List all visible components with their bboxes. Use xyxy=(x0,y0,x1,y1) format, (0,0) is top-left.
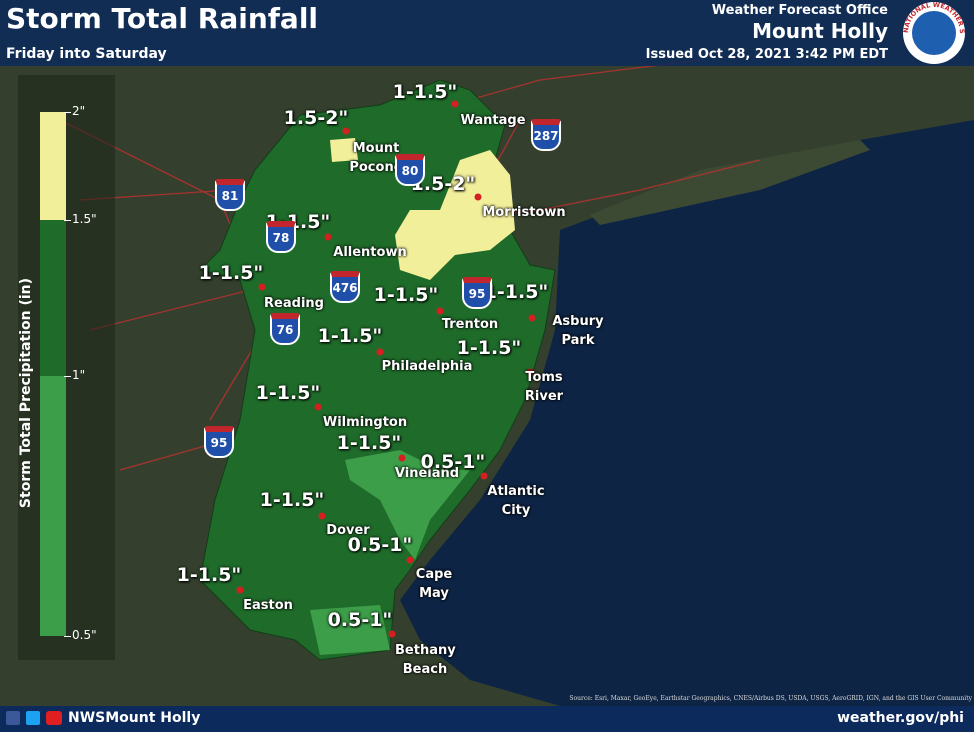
twitter-icon xyxy=(26,711,40,725)
city-dot xyxy=(324,233,332,241)
interstate-shield: 95 xyxy=(204,426,234,458)
rainfall-label: 1-1.5" xyxy=(483,281,549,303)
legend-swatch-1.5-2 xyxy=(40,112,66,220)
rainfall-label: 0.5-1" xyxy=(420,451,486,473)
city-dot xyxy=(406,556,414,564)
city-label: Wantage xyxy=(460,113,526,128)
source-credit: Source: Esri, Maxar, GeoEye, Earthstar G… xyxy=(569,695,972,702)
city-label: Atlantic City xyxy=(487,484,545,518)
city-label: Wilmington xyxy=(322,415,408,430)
city-label: Mount Pocono xyxy=(349,141,403,175)
city-label: Bethany Beach xyxy=(395,643,456,677)
rainfall-label: 1-1.5" xyxy=(392,81,458,103)
city-dots xyxy=(236,100,536,638)
social-handle: NWSMount Holly xyxy=(68,710,201,726)
city-dot xyxy=(388,630,396,638)
rainfall-label: 0.5-1" xyxy=(327,609,393,631)
city-dot xyxy=(236,586,244,594)
city-dot xyxy=(528,314,536,322)
legend-tick-mark xyxy=(64,636,71,637)
city-label: Cape May xyxy=(415,567,453,601)
rainfall-label: 1-1.5" xyxy=(456,337,522,359)
city-dot xyxy=(398,454,406,462)
city-label: Philadelphia xyxy=(381,359,473,374)
legend-swatch-1-1.5 xyxy=(40,220,66,376)
rainfall-label: 1-1.5" xyxy=(373,284,439,306)
interstate-shield: 81 xyxy=(215,179,245,211)
legend-tick-label: 1.5" xyxy=(72,212,97,226)
facebook-icon xyxy=(6,711,20,725)
header-band xyxy=(0,0,974,66)
issued: Issued Oct 28, 2021 3:42 PM EDT xyxy=(645,47,888,62)
footer-band xyxy=(0,706,974,732)
city-dot xyxy=(318,512,326,520)
interstate-shield: 80 xyxy=(395,154,425,186)
city-label: Easton xyxy=(243,598,293,613)
interstate-shield: 287 xyxy=(531,119,561,151)
interstate-shield: 78 xyxy=(266,221,296,253)
ocean xyxy=(400,120,974,706)
legend-panel xyxy=(18,75,115,660)
city-label: Allentown xyxy=(333,245,407,260)
legend-tick-label: 0.5" xyxy=(72,628,97,642)
subtitle: Friday into Saturday xyxy=(6,46,167,62)
city-label: Morristown xyxy=(482,205,566,220)
city-dot xyxy=(436,307,444,315)
city-label: Dover xyxy=(326,523,370,538)
city-dot xyxy=(342,127,350,135)
office-name: Mount Holly xyxy=(752,19,888,43)
rainfall-label: 1.5-2" xyxy=(283,107,349,129)
city-dot xyxy=(376,348,384,356)
legend-tick-label: 1" xyxy=(72,368,86,382)
legend-tick-mark xyxy=(64,220,71,221)
rainfall-label: 1.5-2" xyxy=(410,173,476,195)
rainfall-label: 1-1.5" xyxy=(317,325,383,347)
rainfall-label: 1-1.5" xyxy=(176,564,242,586)
rainfall-area-1.5-2 xyxy=(330,138,515,280)
legend-tick-mark xyxy=(64,112,71,113)
city-label: Vineland xyxy=(394,466,460,481)
legend-title: Storm Total Precipitation (in) xyxy=(18,278,34,508)
legend-swatch-0.5-1 xyxy=(40,376,66,636)
title: Storm Total Rainfall xyxy=(6,2,319,35)
legend-tick-mark xyxy=(64,376,71,377)
logo-inner xyxy=(912,11,956,55)
interstate-shield: 476 xyxy=(330,271,360,303)
interstate-shield: 95 xyxy=(462,277,492,309)
city-label: Toms River xyxy=(524,370,564,404)
interstate-shield: 76 xyxy=(270,313,300,345)
rainfall-label: 1-1.5" xyxy=(336,432,402,454)
website: weather.gov/phi xyxy=(837,710,964,726)
rainfall-label: 1-1.5" xyxy=(198,262,264,284)
office-label: Weather Forecast Office xyxy=(711,3,888,18)
youtube-icon xyxy=(46,711,62,725)
city-dot xyxy=(480,472,488,480)
long-island xyxy=(590,140,870,225)
rainfall-area-0.5-1 xyxy=(310,450,470,655)
rainfall-label: 1-1.5" xyxy=(255,382,321,404)
city-dot xyxy=(474,193,482,201)
city-dot xyxy=(526,368,534,376)
city-label: Reading xyxy=(264,296,324,311)
legend-tick-label: 2" xyxy=(72,104,86,118)
city-dot xyxy=(314,403,322,411)
city-dot xyxy=(451,100,459,108)
city-dot xyxy=(258,283,266,291)
city-label: Asbury Park xyxy=(552,314,604,348)
rainfall-label: 1-1.5" xyxy=(259,489,325,511)
rainfall-label: 0.5-1" xyxy=(347,534,413,556)
city-label: Trenton xyxy=(441,317,499,332)
